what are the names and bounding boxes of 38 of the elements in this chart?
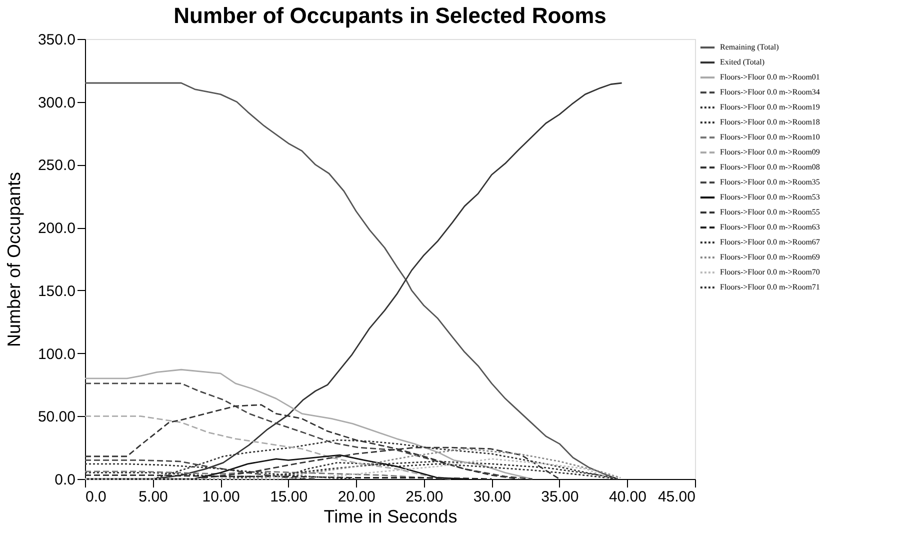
legend-label: Floors->Floor 0.0 m->Room18 (720, 118, 820, 126)
y-axis-title: Number of Occupants (4, 172, 24, 348)
y-tick-label: 0.0 (54, 472, 76, 488)
legend-label: Floors->Floor 0.0 m->Room19 (720, 102, 820, 112)
x-tick-label: 10.00 (202, 488, 240, 506)
y-tick-label: 50.00 (38, 408, 76, 426)
y-tick-label: 200.0 (38, 220, 76, 238)
y-tick-label: 150.0 (38, 282, 76, 300)
x-tick-label: 5.00 (138, 488, 168, 506)
legend-label: Remaining (Total) (720, 42, 780, 52)
legend-label: Exited (Total) (720, 58, 765, 66)
legend-label: Floors->Floor 0.0 m->Room34 (720, 88, 820, 96)
x-tick-label: 45.00 (658, 488, 696, 506)
y-tick-label: 350.0 (38, 32, 76, 48)
x-tick-label: 40.00 (608, 488, 646, 506)
y-tick-label: 250.0 (38, 157, 76, 174)
legend-label: Floors->Floor 0.0 m->Room55 (720, 208, 820, 216)
legend-label: Floors->Floor 0.0 m->Room53 (720, 192, 820, 202)
x-tick-label: 25.00 (406, 488, 444, 506)
y-tick-label: 300.0 (38, 94, 76, 112)
x-tick-label: 20.00 (338, 488, 376, 506)
y-tick-label: 100.0 (38, 346, 76, 363)
x-tick-label: 35.00 (541, 488, 579, 506)
chart-title: Number of Occupants in Selected Rooms (174, 3, 606, 28)
legend-label: Floors->Floor 0.0 m->Room35 (720, 178, 820, 186)
legend-label: Floors->Floor 0.0 m->Room67 (720, 238, 820, 246)
x-axis-title: Time in Seconds (324, 506, 458, 526)
x-tick-label: 15.00 (270, 488, 308, 506)
x-tick-label: 0.0 (86, 488, 106, 506)
legend-label: Floors->Floor 0.0 m->Room71 (720, 282, 820, 292)
legend-label: Floors->Floor 0.0 m->Room10 (720, 132, 820, 142)
legend-label: Floors->Floor 0.0 m->Room69 (720, 252, 820, 262)
legend-label: Floors->Floor 0.0 m->Room01 (720, 72, 820, 82)
legend-label: Floors->Floor 0.0 m->Room70 (720, 268, 820, 276)
legend-label: Floors->Floor 0.0 m->Room63 (720, 222, 820, 232)
legend-label: Floors->Floor 0.0 m->Room09 (720, 148, 820, 156)
legend-label: Floors->Floor 0.0 m->Room08 (720, 162, 820, 172)
x-tick-label: 30.00 (473, 488, 511, 506)
